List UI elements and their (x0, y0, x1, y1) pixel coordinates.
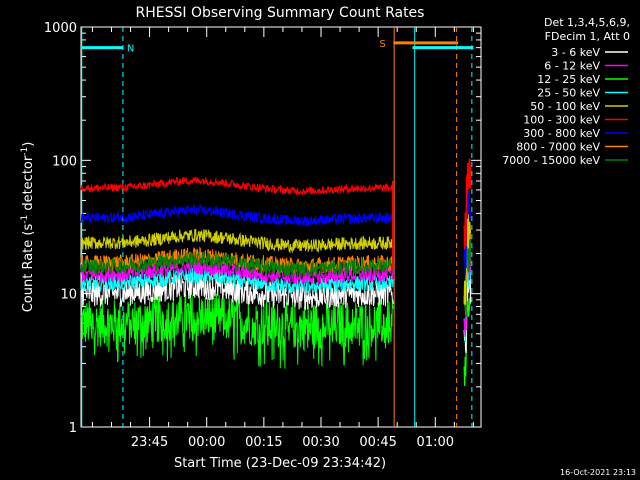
y-axis: 1 10 100 1000 (44, 21, 481, 436)
legend-entry-label: 7000 - 15000 keV (502, 154, 600, 167)
plot-frame (80, 26, 482, 428)
series-line-post-saa (463, 297, 472, 387)
flag-label: N (127, 44, 134, 55)
y-tick-label: 1000 (44, 21, 77, 36)
flag-label: S (379, 39, 385, 50)
legend-entry-label: 100 - 300 keV (523, 114, 600, 127)
y-axis-label: Count Rate (s-1 detector-1) (20, 142, 36, 313)
y-axis-label-close: ) (21, 142, 36, 147)
series-line (80, 203, 394, 227)
y-tick-label: 1 (69, 421, 77, 436)
series-line-post-saa (463, 214, 472, 306)
x-tick-label: 00:30 (302, 435, 339, 450)
series-line (80, 250, 394, 279)
x-axis: 23:45 00:00 00:15 00:30 00:45 01:00 (91, 27, 474, 450)
event-markers (81, 27, 473, 427)
series-line-post-saa (463, 189, 472, 276)
legend-entry-label: 300 - 800 keV (523, 127, 600, 140)
chart-title: RHESSI Observing Summary Count Rates (136, 5, 425, 21)
y-axis-label-main: Count Rate (s (21, 224, 36, 313)
series-line (80, 273, 394, 311)
series-line-post-saa (463, 250, 472, 337)
series-line (80, 293, 394, 369)
legend-header-2: FDecim 1, Att 0 (545, 30, 630, 43)
legend-header-1: Det 1,3,4,5,6,9, (544, 16, 630, 29)
series-line (80, 258, 394, 285)
x-tick-label: 01:00 (417, 435, 454, 450)
legend-entry-label: 12 - 25 keV (537, 73, 600, 86)
legend-entry-label: 25 - 50 keV (537, 87, 600, 100)
legend-entry-label: 3 - 6 keV (551, 46, 600, 59)
y-axis-label-tail: detector (21, 155, 36, 215)
x-tick-label: 00:00 (188, 435, 225, 450)
series-line (80, 229, 394, 254)
x-axis-label: Start Time (23-Dec-09 23:34:42) (174, 456, 386, 471)
y-tick-label: 10 (60, 288, 77, 303)
y-tick-label: 100 (52, 154, 77, 169)
series-line-post-saa (463, 158, 472, 250)
y-axis-label-exponent: -1 (20, 215, 30, 224)
footer-date: 16-Oct-2021 23:13 (560, 468, 636, 477)
legend-entry-label: 50 - 100 keV (530, 100, 600, 113)
series-line (80, 176, 394, 197)
y-axis-label-exponent-2: -1 (20, 147, 30, 156)
legend-entry-label: 6 - 12 keV (544, 60, 600, 73)
series-lines (80, 158, 472, 387)
x-tick-label: 00:45 (359, 435, 396, 450)
legend-entry-label: 800 - 7000 keV (516, 141, 600, 154)
x-tick-label: 00:15 (245, 435, 282, 450)
x-tick-label: 23:45 (131, 435, 168, 450)
legend: Det 1,3,4,5,6,9,FDecim 1, Att 0 3 - 6 keV… (502, 16, 630, 167)
